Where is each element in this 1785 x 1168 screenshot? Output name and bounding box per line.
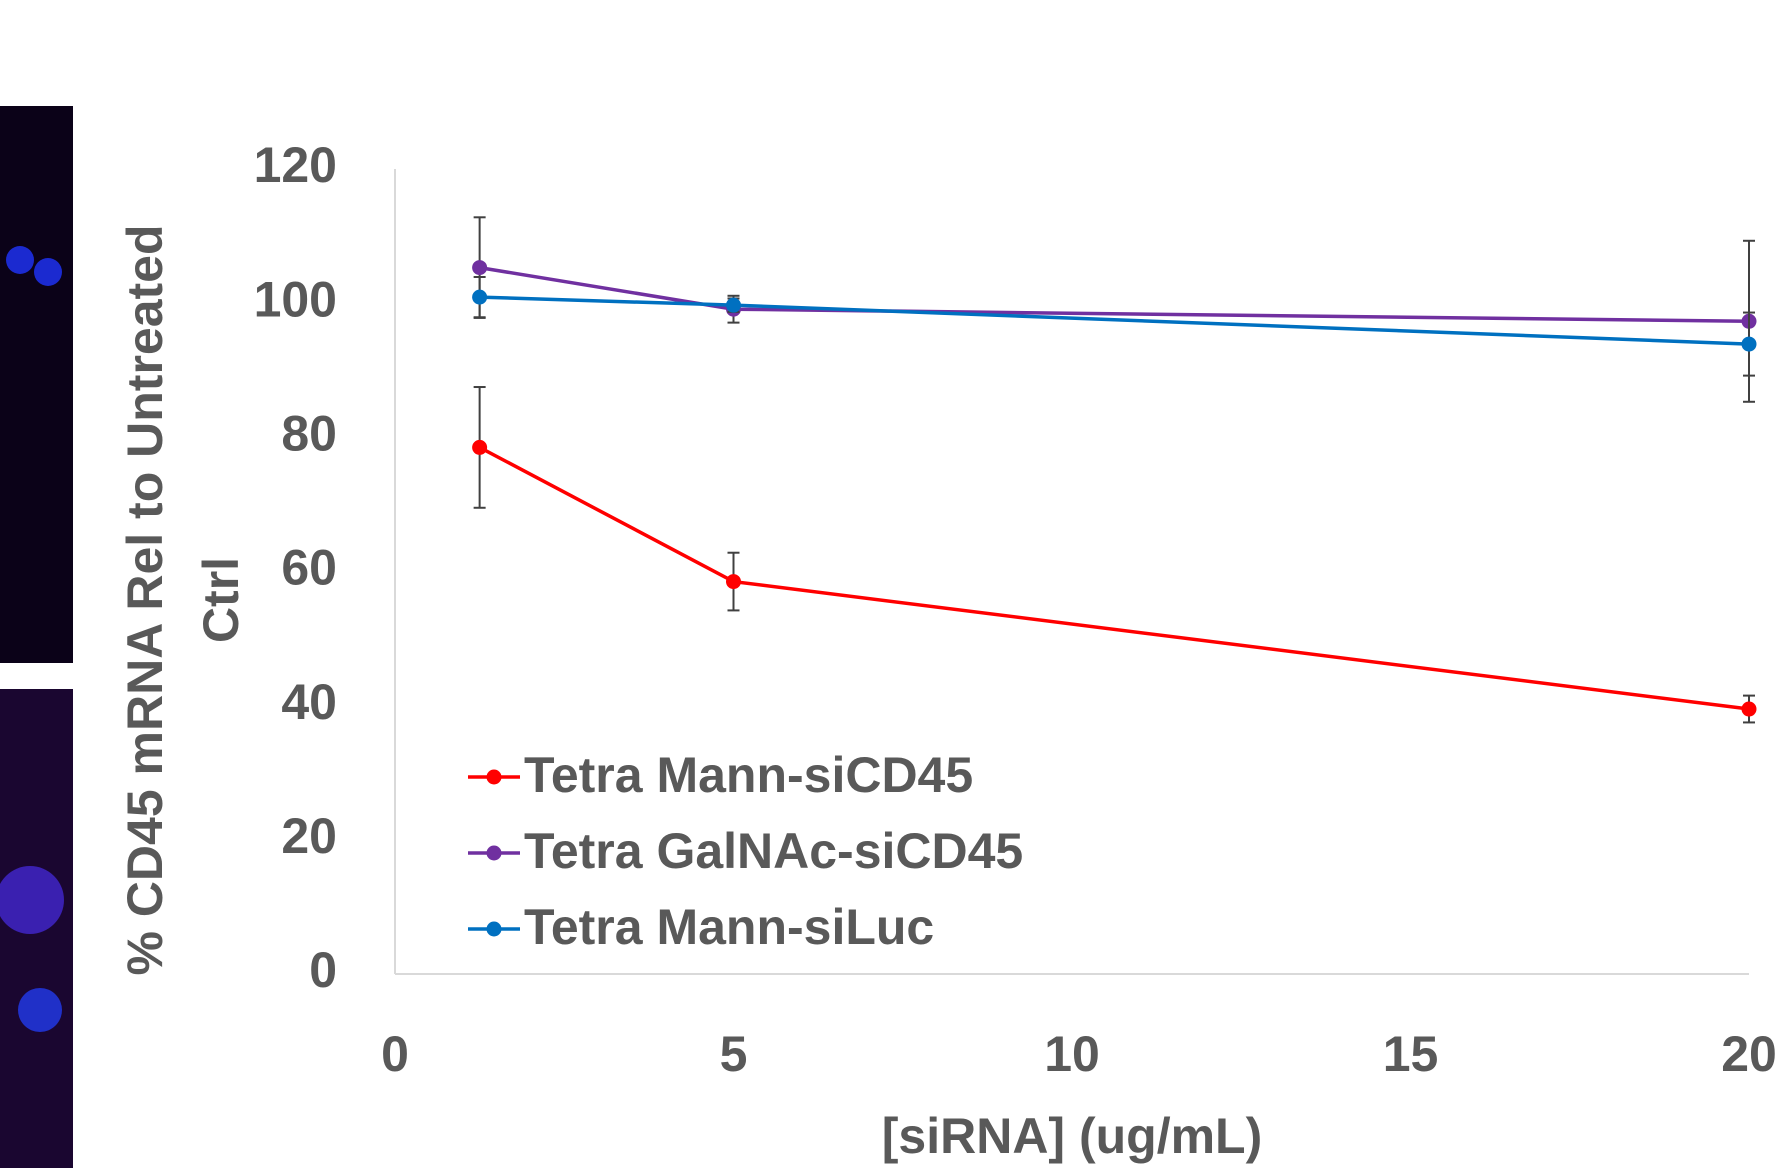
image-detail [34,258,62,286]
legend-marker [486,769,502,785]
x-tick-label: 5 [720,1026,748,1082]
y-tick-label: 60 [281,540,337,596]
image-detail [18,988,62,1032]
x-tick-label: 15 [1383,1026,1439,1082]
x-tick-label: 10 [1044,1026,1100,1082]
x-tick-label: 0 [381,1026,409,1082]
y-axis-title: % CD45 mRNA Rel to Untreated Ctrl [117,224,249,975]
legend-label: Tetra GalNAc-siCD45 [524,823,1023,879]
data-point [1741,336,1757,352]
image-detail [0,866,64,934]
y-tick-label: 80 [281,406,337,462]
data-point [472,289,488,305]
image-panel [0,106,73,663]
y-tick-label: 0 [309,942,337,998]
data-point [726,574,741,590]
data-point [472,439,488,455]
y-tick-label: 40 [281,674,337,730]
y-tick-label: 120 [254,137,337,193]
legend-marker [486,921,502,937]
legend-label: Tetra Mann-siLuc [524,899,934,955]
series-line [478,445,1750,711]
data-point [1741,701,1757,717]
data-point [472,260,488,276]
y-tick-label: 100 [254,271,337,327]
image-detail [6,246,34,274]
y-tick-label: 20 [281,808,337,864]
series-line [479,265,1750,324]
x-axis-title: [siRNA] (ug/mL) [882,1108,1263,1164]
legend-label: Tetra Mann-siCD45 [524,747,973,803]
x-tick-label: 20 [1721,1026,1777,1082]
legend-marker [486,845,502,861]
data-point [726,297,741,313]
